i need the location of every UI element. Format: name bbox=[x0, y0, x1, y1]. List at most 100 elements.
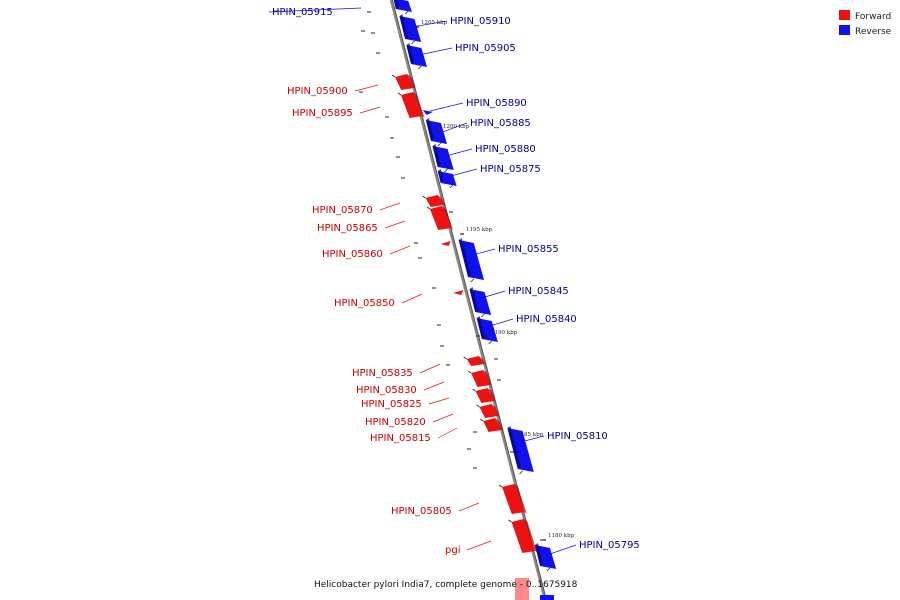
gene-hpin-05825[interactable] bbox=[472, 388, 497, 403]
gene-body bbox=[511, 519, 536, 553]
gene-leader-line bbox=[423, 381, 445, 391]
gene-label: HPIN_05890 bbox=[466, 98, 527, 109]
gene-cap bbox=[508, 519, 512, 523]
legend-swatch bbox=[839, 10, 850, 20]
gene-arrow bbox=[453, 290, 464, 295]
gene-leader-line bbox=[446, 168, 478, 178]
gene-shade bbox=[425, 118, 435, 141]
gene-cap bbox=[498, 484, 503, 488]
gene-hpin-05860[interactable] bbox=[440, 241, 451, 246]
gene-label: HPIN_05895 bbox=[292, 108, 353, 119]
gene-shade bbox=[483, 370, 493, 387]
gene-cap bbox=[437, 142, 442, 147]
gene-body bbox=[400, 92, 423, 118]
gene-label: HPIN_05860 bbox=[322, 249, 383, 260]
gene-label: HPIN_05825 bbox=[361, 399, 422, 410]
gene-body bbox=[393, 0, 412, 12]
gene-hpin-05865[interactable] bbox=[426, 206, 454, 230]
gene-body bbox=[395, 74, 415, 90]
gene-shade bbox=[437, 195, 446, 207]
gene-label: HPIN_05880 bbox=[475, 144, 536, 155]
gene-leader-line bbox=[384, 220, 406, 229]
gene-label: HPIN_05820 bbox=[365, 417, 426, 428]
gene-shade bbox=[412, 92, 425, 118]
gene-hpin-05875[interactable] bbox=[437, 169, 457, 189]
gene-body bbox=[466, 356, 485, 366]
gene-leader-line bbox=[419, 363, 441, 374]
gene-hpin-05805[interactable] bbox=[498, 484, 527, 514]
gene-label: HPIN_05905 bbox=[455, 43, 516, 54]
gene-hpin-05915[interactable] bbox=[393, 0, 412, 15]
gene-cap bbox=[397, 92, 402, 96]
gene-body bbox=[437, 171, 457, 186]
gene-leader-line bbox=[428, 397, 450, 405]
gene-hpin-05815[interactable] bbox=[479, 418, 504, 432]
gene-label: pgi bbox=[445, 545, 460, 556]
gene-leader-line bbox=[432, 413, 454, 423]
legend-label: Forward bbox=[855, 12, 891, 22]
gene-pgi[interactable] bbox=[508, 519, 538, 553]
gene-shade bbox=[478, 356, 487, 366]
gene-cap bbox=[405, 10, 409, 15]
gene-hpin-05895[interactable] bbox=[397, 92, 425, 118]
gene-shade bbox=[407, 74, 417, 90]
gene-cap bbox=[476, 404, 480, 408]
gene-shade bbox=[393, 0, 399, 9]
gene-leader-line bbox=[379, 202, 401, 211]
scale-tick: 1190 kbp bbox=[485, 330, 518, 338]
gene-cap bbox=[479, 418, 484, 422]
gene-shade bbox=[495, 418, 504, 432]
gene-hpin-05855[interactable] bbox=[458, 238, 485, 283]
gene-hpin-05850[interactable] bbox=[453, 290, 464, 295]
gene-leader-line bbox=[482, 318, 514, 329]
gene-hpin-05900[interactable] bbox=[391, 74, 417, 90]
gene-hpin-05880[interactable] bbox=[432, 144, 454, 173]
gene-body bbox=[475, 388, 495, 403]
gene-shade bbox=[441, 206, 454, 230]
gene-shade bbox=[487, 388, 497, 403]
gene-hpin-05870[interactable] bbox=[422, 195, 446, 207]
gene-label: HPIN_05875 bbox=[480, 164, 541, 175]
tick-label: 1185 kbp bbox=[517, 432, 544, 438]
gene-hpin-05905[interactable] bbox=[406, 43, 428, 70]
tick-label: 1180 kbp bbox=[548, 533, 575, 539]
gene-shade bbox=[514, 484, 527, 514]
gene-arrow bbox=[440, 241, 451, 246]
gene-leader-line bbox=[466, 540, 492, 551]
gene-hpin-05885[interactable] bbox=[425, 118, 448, 147]
gene-hpin-05910[interactable] bbox=[399, 14, 422, 45]
gene-shade bbox=[523, 519, 538, 553]
scale-tick: 1195 kbp bbox=[460, 227, 493, 235]
gene-hpin-05820[interactable] bbox=[476, 404, 501, 418]
gene-hpin-05840[interactable] bbox=[476, 316, 498, 345]
gene-hpin-05890[interactable] bbox=[422, 110, 433, 115]
gene-body bbox=[479, 404, 499, 418]
gene-body bbox=[471, 370, 491, 387]
gene-cap bbox=[426, 206, 431, 210]
gene-hpin-05795[interactable] bbox=[534, 543, 557, 572]
gene-leader-line bbox=[546, 544, 577, 556]
gene-leader-line bbox=[512, 435, 545, 445]
gene-label: HPIN_05915 bbox=[272, 7, 333, 18]
gene-body bbox=[502, 484, 525, 514]
gene-label: HPIN_05795 bbox=[579, 540, 640, 551]
gene-cap bbox=[422, 195, 426, 199]
genome-caption: Helicobacter pylori India7, complete gen… bbox=[314, 580, 578, 590]
gene-hpin-05835[interactable] bbox=[463, 356, 487, 366]
gene-hpin-05845[interactable] bbox=[469, 287, 492, 318]
legend: Forward Reverse bbox=[839, 10, 892, 37]
gene-leader-line bbox=[437, 427, 458, 439]
gene-arrow bbox=[422, 110, 433, 115]
gene-cap bbox=[481, 313, 485, 318]
gene-hpin-05830[interactable] bbox=[467, 370, 493, 387]
gene-cap bbox=[444, 168, 448, 173]
scale-tick: 1180 kbp bbox=[542, 533, 575, 541]
gene-leader-line bbox=[401, 293, 423, 304]
gene-cap bbox=[411, 40, 415, 45]
gene-leader-line bbox=[429, 102, 464, 112]
gene-cap bbox=[488, 340, 492, 345]
gene-body bbox=[425, 195, 444, 207]
gene-cap bbox=[463, 356, 467, 360]
gene-leader-line bbox=[436, 122, 468, 135]
gene-label: HPIN_05845 bbox=[508, 286, 569, 297]
